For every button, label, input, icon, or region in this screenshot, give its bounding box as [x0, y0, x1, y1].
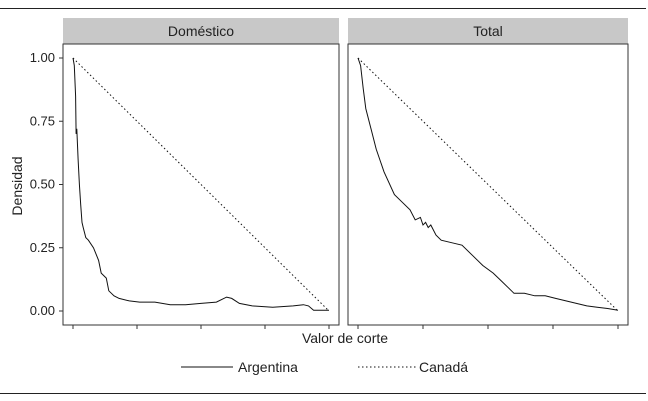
- series-line-canada: [357, 57, 619, 312]
- panel-frame: [62, 43, 340, 326]
- y-tick-label: 0.25: [30, 240, 55, 255]
- y-tick-label: 0.75: [30, 113, 55, 128]
- legend-label-canada: Canadá: [419, 359, 468, 375]
- series-line-argentina: [357, 57, 619, 311]
- panel-2: Total: [347, 18, 629, 329]
- y-tick-label: 0.50: [30, 177, 55, 192]
- series-line-argentina: [72, 57, 329, 311]
- y-axis-title: Densidad: [9, 156, 25, 215]
- panel-title: Doméstico: [168, 23, 234, 39]
- x-axis-title: Valor de corte: [302, 330, 388, 346]
- legend-label-argentina: Argentina: [238, 359, 298, 375]
- top-rule: [0, 8, 646, 9]
- panel-title: Total: [473, 23, 503, 39]
- y-tick-label: 1.00: [30, 50, 55, 65]
- panel-1: Doméstico 0.00 0.25 0.50 0.75 1.00: [30, 18, 340, 329]
- panel-strip: [348, 18, 628, 44]
- panel-strip: [63, 18, 339, 44]
- legend: Argentina Canadá: [181, 359, 468, 375]
- bottom-rule: [0, 393, 646, 394]
- y-tick-label: 0.00: [30, 303, 55, 318]
- series-line-canada: [72, 57, 330, 312]
